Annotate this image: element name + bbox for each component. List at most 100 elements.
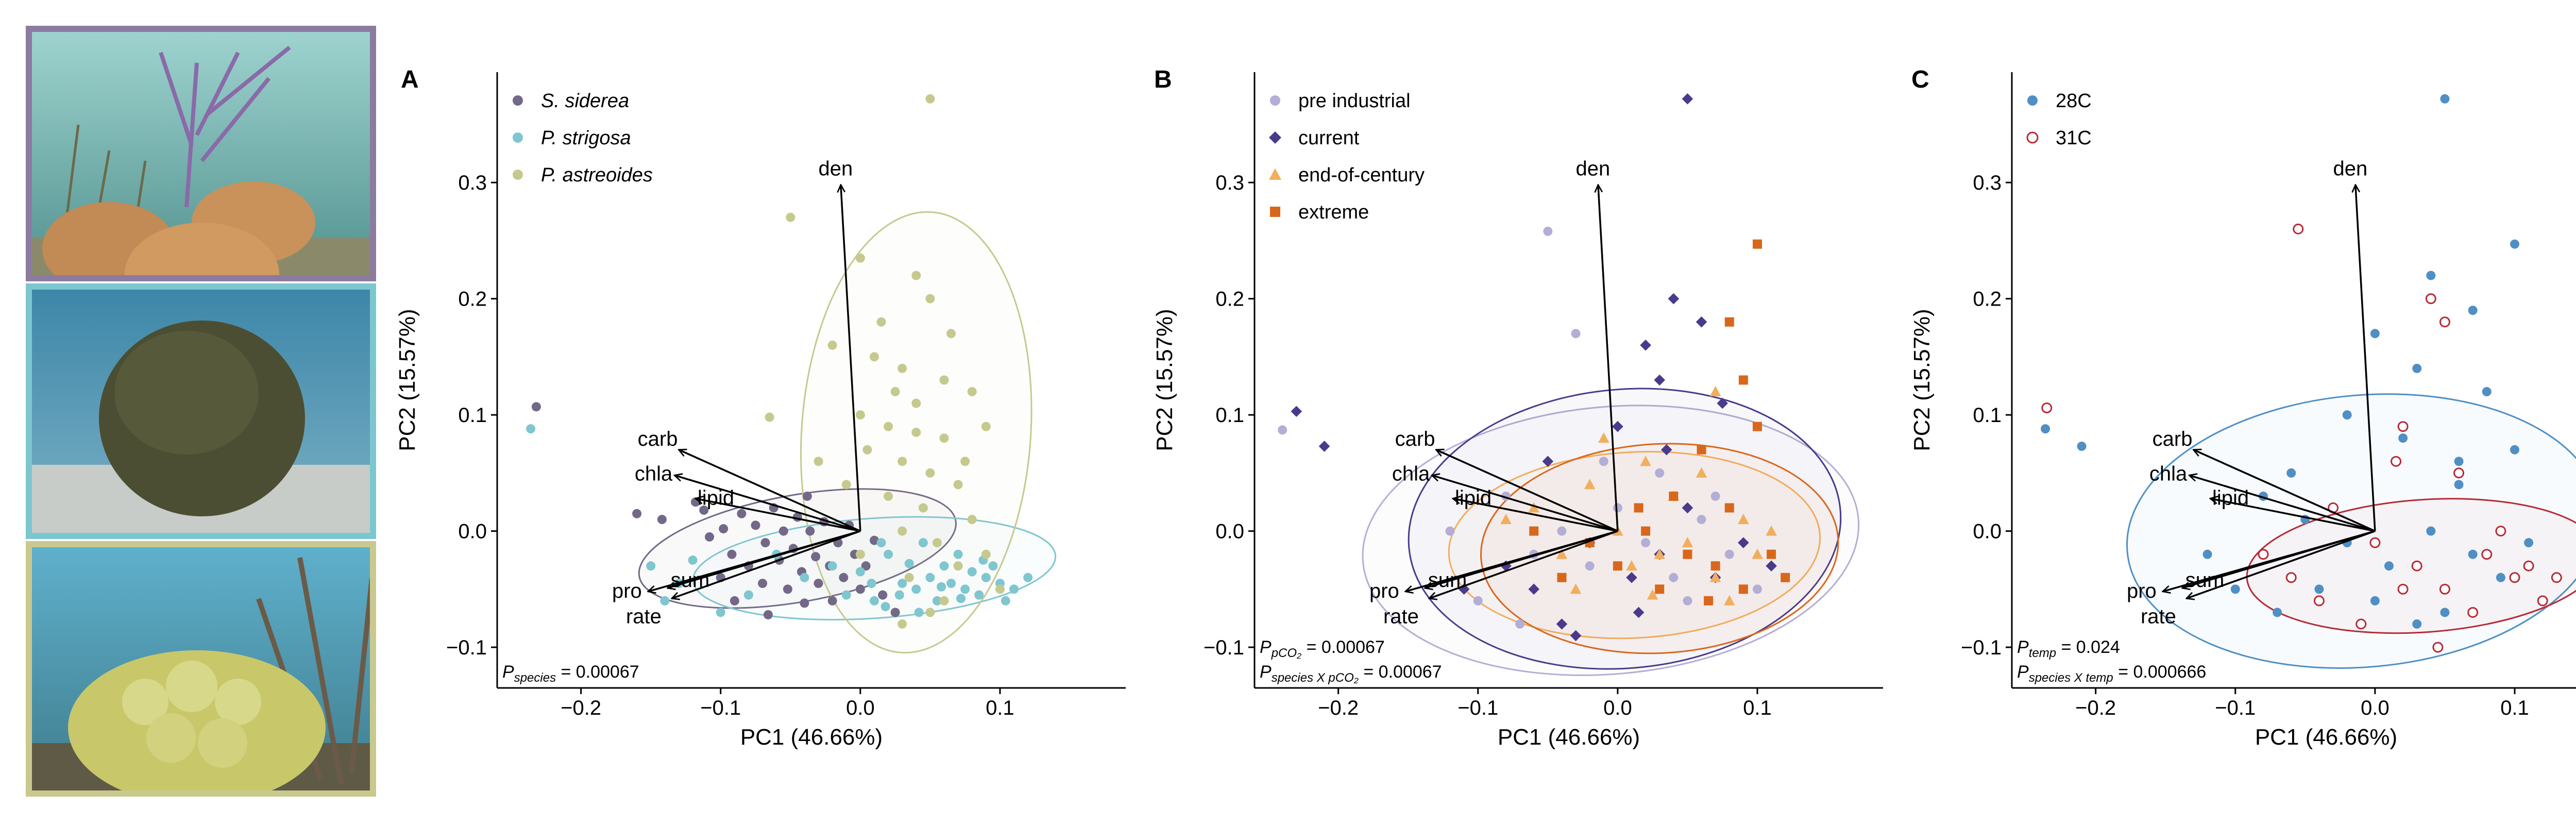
data-point xyxy=(1500,513,1512,525)
data-point xyxy=(933,538,942,548)
data-point xyxy=(827,340,837,350)
data-point xyxy=(2370,329,2380,339)
data-point xyxy=(1697,445,1706,454)
data-point xyxy=(2313,595,2325,607)
data-point xyxy=(967,387,977,397)
x-tick-label: −0.1 xyxy=(700,697,741,719)
loading-label-sum: sum xyxy=(2185,569,2225,592)
data-point xyxy=(1458,583,1470,595)
loading-label-sum: sum xyxy=(671,569,710,592)
x-axis-title: PC1 (46.66%) xyxy=(740,725,883,750)
data-point xyxy=(1640,456,1651,466)
loading-arrow-chla xyxy=(1432,475,1618,532)
data-point xyxy=(2314,584,2324,594)
loading-label-sum: sum xyxy=(1428,569,1467,592)
data-point xyxy=(2286,468,2296,478)
data-point xyxy=(1738,375,1748,385)
data-point xyxy=(897,526,907,536)
data-point xyxy=(1613,503,1622,513)
data-point xyxy=(880,602,890,612)
data-point xyxy=(1001,596,1010,605)
data-point xyxy=(897,579,907,588)
data-point xyxy=(1647,589,1658,600)
data-point xyxy=(814,457,823,466)
loading-arrow-chla xyxy=(674,475,861,532)
photo-siderea xyxy=(26,26,376,281)
data-point xyxy=(2509,572,2520,583)
data-point xyxy=(884,491,893,501)
data-point xyxy=(2440,94,2450,104)
photo-strigosa xyxy=(26,283,376,539)
loading-arrow-lipid xyxy=(1453,498,1618,532)
data-point xyxy=(657,515,667,525)
legend-label-1: P. strigosa xyxy=(541,127,631,149)
data-point xyxy=(939,596,949,605)
loading-label-den: den xyxy=(819,158,853,180)
data-point xyxy=(1612,420,1623,432)
data-point xyxy=(1640,340,1651,351)
data-point xyxy=(783,584,792,594)
data-point xyxy=(1781,573,1790,582)
x-tick-label: −0.2 xyxy=(1318,697,1359,719)
loading-label-chla: chla xyxy=(1392,462,1430,485)
data-point xyxy=(904,573,914,582)
data-point xyxy=(2041,402,2053,414)
data-point xyxy=(2510,239,2519,249)
y-tick-label: 0.1 xyxy=(1215,404,1244,427)
data-point xyxy=(995,584,1005,594)
ellipse-1 xyxy=(1408,388,1842,670)
legend-label-0: S. siderea xyxy=(541,90,629,112)
data-point xyxy=(1767,549,1776,559)
data-point xyxy=(925,573,935,582)
legend-label-0: 28C xyxy=(2056,90,2092,112)
data-point xyxy=(814,579,823,588)
data-point xyxy=(688,555,698,565)
legend-key-1 xyxy=(1269,131,1281,144)
data-point xyxy=(1023,573,1033,582)
data-point xyxy=(1278,425,1287,435)
data-point xyxy=(2467,607,2479,618)
y-tick-label: −0.1 xyxy=(446,636,487,659)
data-point xyxy=(2369,537,2381,548)
loading-label-rate: rate xyxy=(2141,605,2176,628)
data-point xyxy=(925,94,935,104)
loading-arrow-den xyxy=(1598,185,1619,531)
data-point xyxy=(1528,583,1540,595)
data-point xyxy=(855,567,865,577)
y-tick-label: 0.2 xyxy=(458,288,487,311)
loading-label-rate: rate xyxy=(1383,605,1419,628)
data-point xyxy=(1598,432,1609,443)
data-point xyxy=(1529,526,1539,536)
data-point xyxy=(918,503,928,513)
data-point xyxy=(1473,596,1483,605)
data-point xyxy=(939,561,949,571)
loading-label-carb: carb xyxy=(1395,428,1435,450)
y-tick-label: 0.3 xyxy=(1215,172,1244,194)
data-point xyxy=(1584,479,1596,490)
ellipse-2 xyxy=(1448,451,1821,639)
data-point xyxy=(2273,608,2282,617)
legend-label-1: 31C xyxy=(2056,127,2092,149)
data-point xyxy=(1682,502,1693,514)
data-point xyxy=(946,329,956,339)
data-point xyxy=(1766,560,1777,572)
data-point xyxy=(1723,595,1735,605)
data-point xyxy=(911,584,921,594)
data-point xyxy=(890,387,900,397)
data-point xyxy=(2496,573,2505,582)
data-point xyxy=(956,594,966,603)
data-point xyxy=(981,549,991,559)
data-point xyxy=(751,520,760,530)
data-point xyxy=(1752,548,1763,559)
data-point xyxy=(1697,515,1706,525)
data-point xyxy=(855,549,865,559)
data-point xyxy=(1753,584,1762,594)
data-point xyxy=(1613,561,1622,571)
data-point xyxy=(2524,538,2534,548)
data-point xyxy=(1683,596,1692,605)
data-point xyxy=(1738,584,1748,594)
data-point xyxy=(2454,457,2464,466)
y-tick-label: −0.1 xyxy=(1204,636,1244,659)
legend-key-2 xyxy=(1269,168,1281,180)
